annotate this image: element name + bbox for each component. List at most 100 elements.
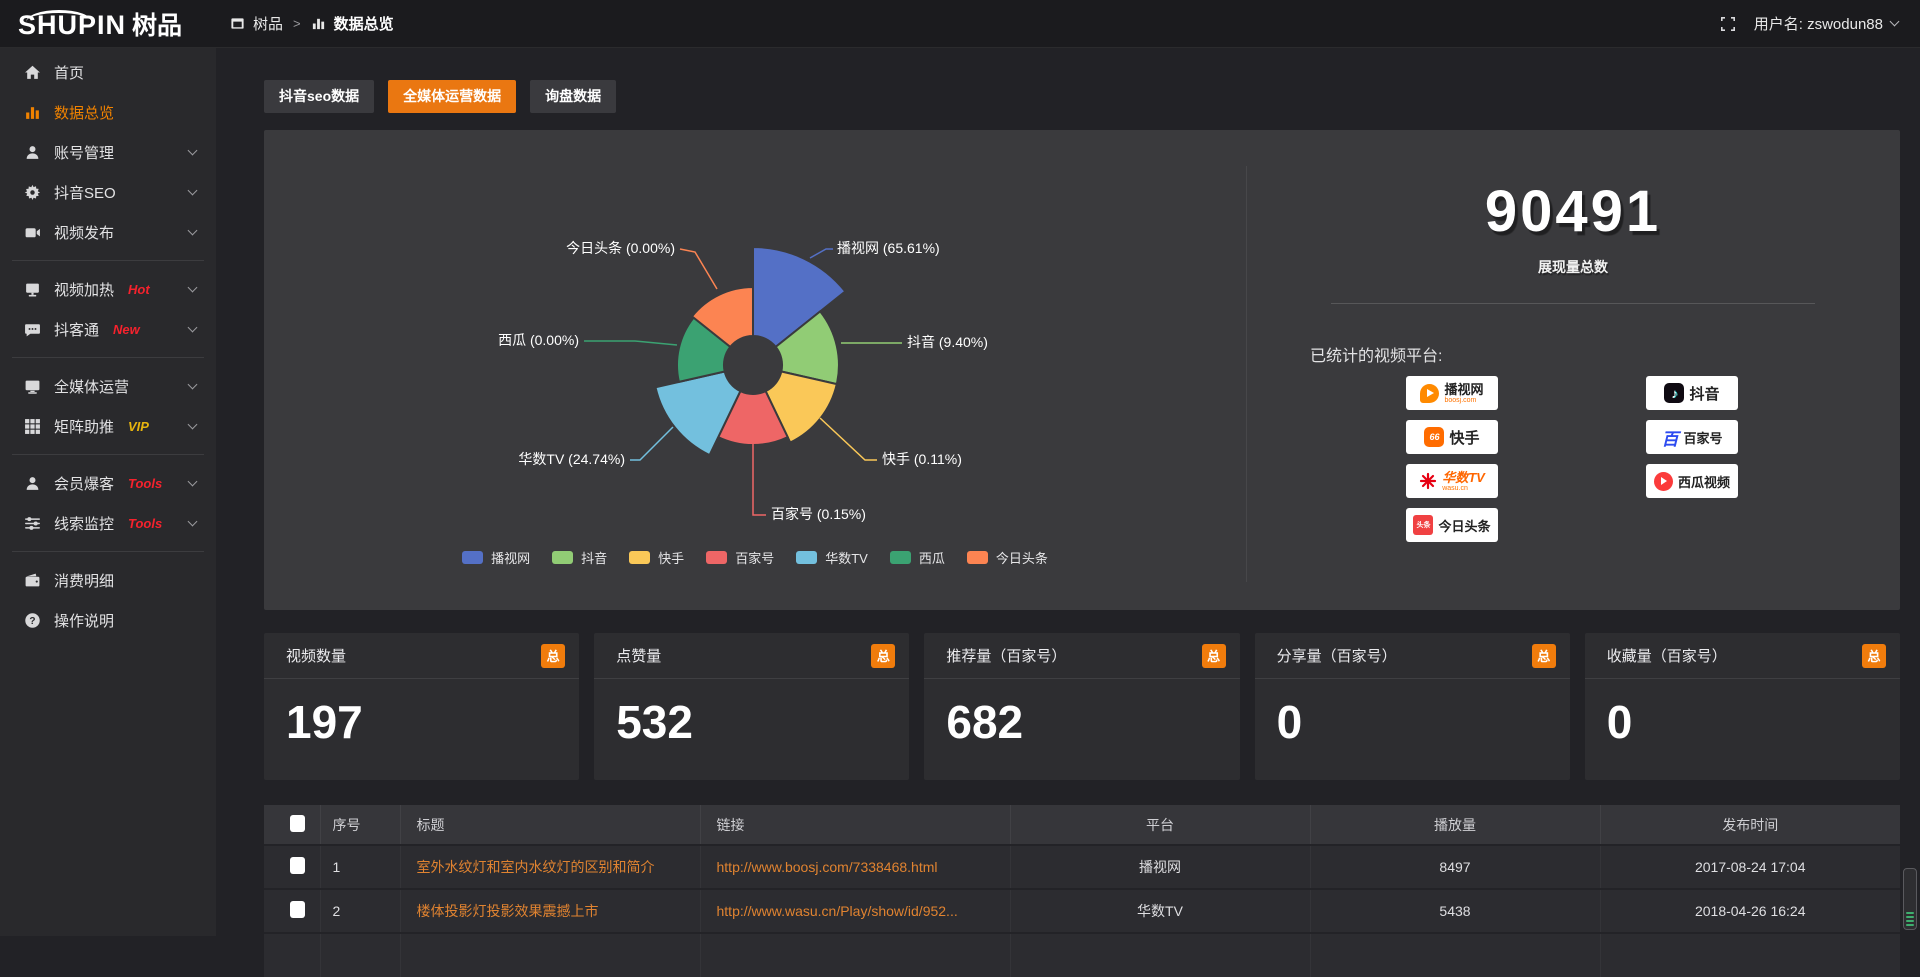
chevron-down-icon bbox=[188, 283, 198, 293]
sliders-icon bbox=[24, 515, 41, 532]
sidebar-item-member-burst[interactable]: 会员爆客 Tools bbox=[0, 463, 216, 503]
table-row: 2 楼体投影灯投影效果震撼上市 http://www.wasu.cn/Play/… bbox=[264, 889, 1900, 933]
sidebar-item-label: 操作说明 bbox=[54, 610, 114, 631]
total-badge[interactable]: 总 bbox=[1202, 644, 1226, 668]
platform-logo-baijiahao[interactable]: 百 百家号 bbox=[1646, 420, 1738, 454]
pie-label: 西瓜 (0.00%) bbox=[498, 332, 579, 348]
legend-swatch bbox=[462, 551, 483, 564]
legend-swatch bbox=[629, 551, 650, 564]
chevron-down-icon bbox=[188, 146, 198, 156]
cell-link[interactable]: http://www.boosj.com/7338468.html bbox=[700, 845, 1010, 889]
xigua-logo-icon bbox=[1654, 472, 1673, 491]
total-badge[interactable]: 总 bbox=[1532, 644, 1556, 668]
sidebar-item-doukotong[interactable]: 抖客通 New bbox=[0, 309, 216, 349]
total-badge[interactable]: 总 bbox=[1862, 644, 1886, 668]
platform-name: 百家号 bbox=[1683, 428, 1722, 447]
sidebar-item-lead-monitor[interactable]: 线索监控 Tools bbox=[0, 503, 216, 543]
pie-label-line bbox=[810, 249, 833, 258]
platform-name: 播视网 bbox=[1444, 383, 1483, 396]
help-icon: ? bbox=[24, 612, 41, 629]
wallet-icon bbox=[24, 572, 41, 589]
legend-item[interactable]: 快手 bbox=[629, 548, 684, 567]
fullscreen-icon[interactable] bbox=[1720, 16, 1736, 32]
sidebar-item-consumption[interactable]: 消费明细 bbox=[0, 560, 216, 600]
legend-item[interactable]: 今日头条 bbox=[967, 548, 1048, 567]
table-header-row: 序号 标题 链接 平台 播放量 发布时间 bbox=[264, 805, 1900, 845]
username[interactable]: 用户名: zswodun88 bbox=[1754, 13, 1898, 34]
breadcrumb-current[interactable]: 数据总览 bbox=[334, 13, 394, 34]
platform-logo-toutiao[interactable]: 今日头条 bbox=[1406, 508, 1498, 542]
stat-card-shares: 分享量（百家号）总 0 bbox=[1255, 633, 1570, 780]
pie-label: 华数TV (24.74%) bbox=[518, 451, 625, 467]
new-badge: New bbox=[113, 322, 140, 337]
tab-douyin-seo-data[interactable]: 抖音seo数据 bbox=[264, 80, 374, 113]
video-publish-icon bbox=[24, 224, 41, 241]
legend-item[interactable]: 华数TV bbox=[796, 548, 868, 567]
chevron-down-icon bbox=[188, 380, 198, 390]
stat-title: 分享量（百家号） bbox=[1277, 645, 1397, 666]
total-badge[interactable]: 总 bbox=[541, 644, 565, 668]
row-checkbox[interactable] bbox=[290, 857, 305, 874]
platform-logo-douyin[interactable]: 抖音 bbox=[1646, 376, 1738, 410]
legend-label: 百家号 bbox=[735, 548, 774, 567]
sidebar-item-account[interactable]: 账号管理 bbox=[0, 132, 216, 172]
chat-icon bbox=[24, 321, 41, 338]
gear-icon bbox=[24, 184, 41, 201]
legend-item[interactable]: 播视网 bbox=[462, 548, 530, 567]
sidebar-item-label: 视频发布 bbox=[54, 222, 114, 243]
total-badge[interactable]: 总 bbox=[871, 644, 895, 668]
legend-item[interactable]: 西瓜 bbox=[890, 548, 945, 567]
scrollbar-stripe bbox=[1906, 912, 1914, 914]
breadcrumb-separator: > bbox=[293, 16, 301, 31]
legend-item[interactable]: 抖音 bbox=[552, 548, 607, 567]
bar-chart-icon bbox=[24, 104, 41, 121]
boosj-logo-icon bbox=[1420, 384, 1439, 403]
pie-label: 百家号 (0.15%) bbox=[771, 506, 866, 522]
rose-chart[interactable]: 播视网 (65.61%)抖音 (9.40%)快手 (0.11%)百家号 (0.1… bbox=[264, 130, 1246, 610]
sidebar-item-matrix-boost[interactable]: 矩阵助推 VIP bbox=[0, 406, 216, 446]
scrollbar-thumb[interactable] bbox=[1903, 868, 1917, 930]
select-all-checkbox[interactable] bbox=[290, 815, 305, 832]
chevron-down-icon bbox=[188, 517, 198, 527]
column-header-title: 标题 bbox=[400, 805, 700, 845]
sidebar-item-media-operation[interactable]: 全媒体运营 bbox=[0, 366, 216, 406]
sidebar-item-help[interactable]: ? 操作说明 bbox=[0, 600, 216, 640]
tab-inquiry-data[interactable]: 询盘数据 bbox=[530, 80, 616, 113]
vip-badge: VIP bbox=[128, 419, 149, 434]
sidebar-divider bbox=[12, 260, 204, 261]
pie-label-line bbox=[584, 341, 677, 345]
sidebar-item-video-publish[interactable]: 视频发布 bbox=[0, 212, 216, 252]
chart-legend: 播视网 抖音 快手 百家号 华数TV 西瓜 今日头条 bbox=[264, 548, 1246, 567]
sidebar-item-data-overview[interactable]: 数据总览 bbox=[0, 92, 216, 132]
platform-logo-xigua[interactable]: 西瓜视频 bbox=[1646, 464, 1738, 498]
sidebar-item-douyin-seo[interactable]: 抖音SEO bbox=[0, 172, 216, 212]
sidebar: 首页 数据总览 账号管理 抖音SEO 视频发布 视频加热 Hot 抖客通 New… bbox=[0, 48, 216, 936]
pie-slice-4[interactable] bbox=[656, 372, 741, 456]
cell-title[interactable]: 室外水纹灯和室内水纹灯的区别和简介 bbox=[400, 845, 700, 889]
sidebar-item-home[interactable]: 首页 bbox=[0, 52, 216, 92]
hot-badge: Hot bbox=[128, 282, 150, 297]
column-header-platform: 平台 bbox=[1010, 805, 1310, 845]
data-tabs: 抖音seo数据 全媒体运营数据 询盘数据 bbox=[264, 80, 616, 113]
tab-media-operation-data[interactable]: 全媒体运营数据 bbox=[388, 80, 516, 113]
sidebar-item-label: 矩阵助推 bbox=[54, 416, 114, 437]
sidebar-divider bbox=[12, 551, 204, 552]
cell-plays: 5438 bbox=[1310, 889, 1600, 933]
cell-time: 2017-08-24 17:04 bbox=[1600, 845, 1900, 889]
stat-card-likes: 点赞量总 532 bbox=[594, 633, 909, 780]
app-logo[interactable]: SHUPIN 树品 bbox=[0, 6, 216, 42]
row-checkbox[interactable] bbox=[290, 901, 305, 918]
cell-link[interactable]: http://www.wasu.cn/Play/show/id/952... bbox=[700, 889, 1010, 933]
platform-sub: wasu.cn bbox=[1442, 485, 1468, 492]
sidebar-item-video-heat[interactable]: 视频加热 Hot bbox=[0, 269, 216, 309]
summary-divider bbox=[1331, 303, 1815, 304]
legend-item[interactable]: 百家号 bbox=[706, 548, 774, 567]
stat-title: 视频数量 bbox=[286, 645, 346, 666]
cell-title[interactable]: 楼体投影灯投影效果震撼上市 bbox=[400, 889, 700, 933]
platform-logo-kuaishou[interactable]: 快手 bbox=[1406, 420, 1498, 454]
breadcrumb-root[interactable]: 树品 bbox=[253, 13, 283, 34]
pie-label-line bbox=[820, 418, 877, 460]
